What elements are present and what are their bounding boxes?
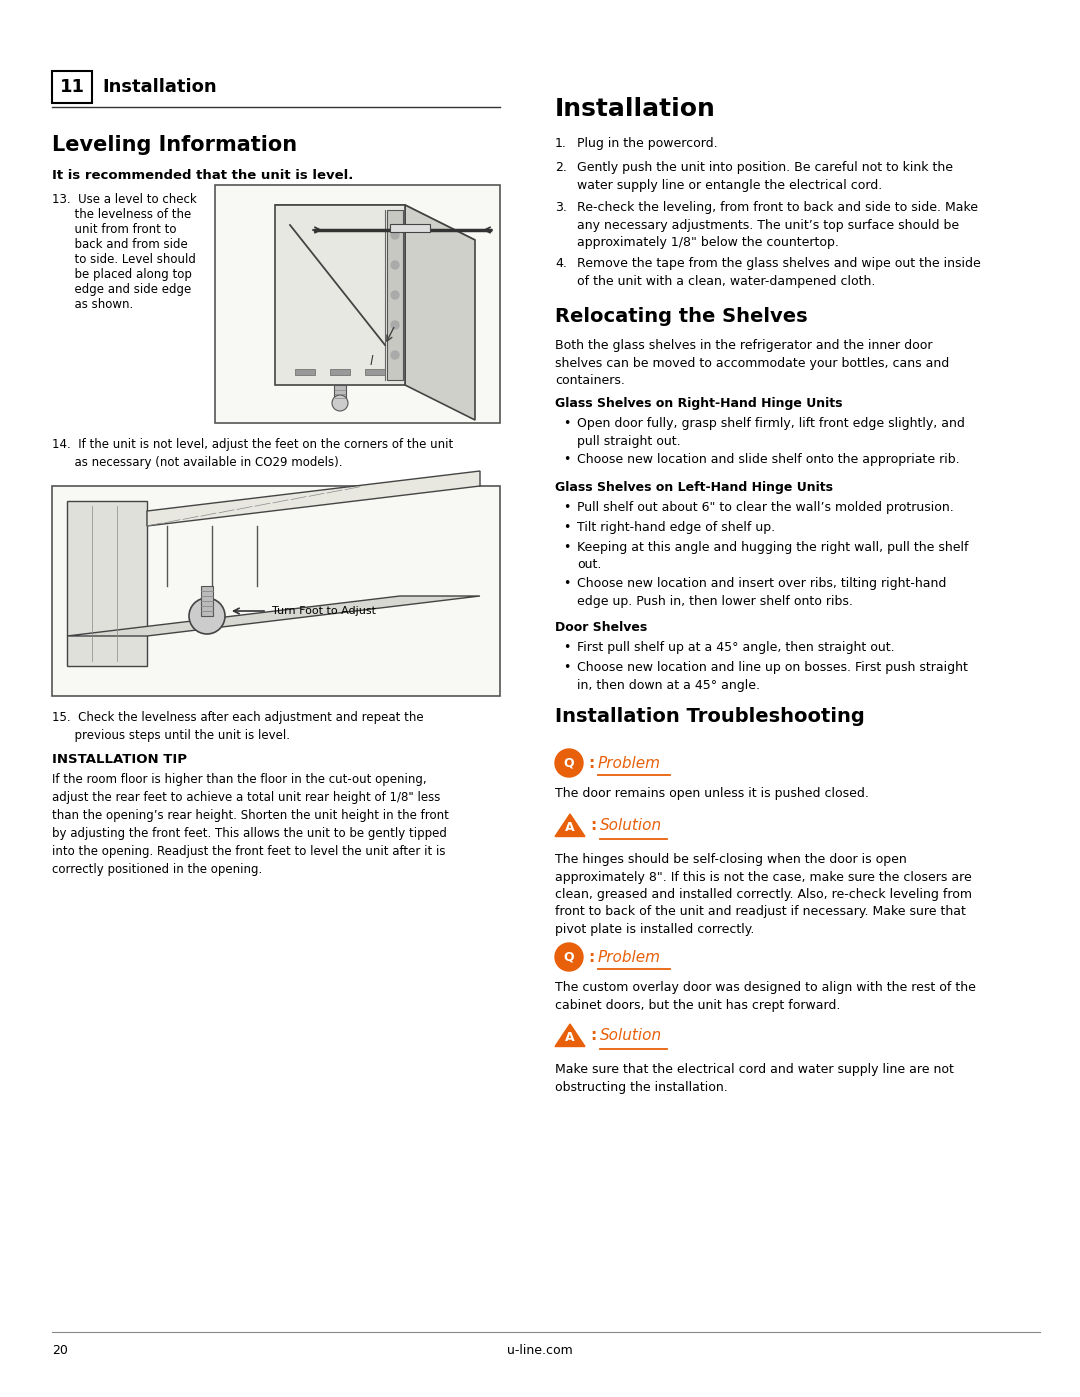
Text: Leveling Information: Leveling Information bbox=[52, 136, 297, 155]
Circle shape bbox=[555, 943, 583, 971]
Text: Keeping at this angle and hugging the right wall, pull the shelf
out.: Keeping at this angle and hugging the ri… bbox=[577, 541, 969, 571]
Text: First pull shelf up at a 45° angle, then straight out.: First pull shelf up at a 45° angle, then… bbox=[577, 641, 894, 654]
Circle shape bbox=[391, 291, 399, 299]
Text: Choose new location and insert over ribs, tilting right-hand
edge up. Push in, t: Choose new location and insert over ribs… bbox=[577, 577, 946, 608]
Text: If the room floor is higher than the floor in the cut-out opening,
adjust the re: If the room floor is higher than the flo… bbox=[52, 773, 449, 876]
Text: 14.  If the unit is not level, adjust the feet on the corners of the unit
      : 14. If the unit is not level, adjust the… bbox=[52, 439, 454, 469]
Bar bbox=[330, 369, 350, 374]
Circle shape bbox=[391, 351, 399, 359]
Text: Relocating the Shelves: Relocating the Shelves bbox=[555, 307, 808, 326]
Text: Glass Shelves on Left-Hand Hinge Units: Glass Shelves on Left-Hand Hinge Units bbox=[555, 481, 833, 495]
Text: Q: Q bbox=[564, 757, 575, 770]
Text: be placed along top: be placed along top bbox=[52, 268, 192, 281]
Polygon shape bbox=[147, 471, 480, 527]
Text: The custom overlay door was designed to align with the rest of the
cabinet doors: The custom overlay door was designed to … bbox=[555, 981, 976, 1011]
Text: Pull shelf out about 6" to clear the wall’s molded protrusion.: Pull shelf out about 6" to clear the wal… bbox=[577, 502, 954, 514]
Text: Solution: Solution bbox=[600, 819, 662, 834]
Bar bbox=[390, 224, 430, 232]
Text: Q: Q bbox=[564, 950, 575, 964]
Text: Installation Troubleshooting: Installation Troubleshooting bbox=[555, 707, 865, 726]
Polygon shape bbox=[405, 205, 475, 420]
Text: unit from front to: unit from front to bbox=[52, 224, 176, 236]
Text: The door remains open unless it is pushed closed.: The door remains open unless it is pushe… bbox=[555, 787, 869, 800]
Text: :: : bbox=[588, 950, 594, 964]
Polygon shape bbox=[275, 205, 475, 240]
Circle shape bbox=[189, 598, 225, 634]
Bar bbox=[201, 585, 213, 616]
Polygon shape bbox=[555, 1024, 585, 1046]
Text: :: : bbox=[588, 756, 594, 771]
Bar bbox=[275, 205, 405, 386]
Text: It is recommended that the unit is level.: It is recommended that the unit is level… bbox=[52, 169, 353, 182]
Bar bbox=[334, 386, 346, 401]
Text: Installation: Installation bbox=[555, 96, 716, 122]
Text: 15.  Check the levelness after each adjustment and repeat the
      previous ste: 15. Check the levelness after each adjus… bbox=[52, 711, 423, 742]
Text: Remove the tape from the glass shelves and wipe out the inside
of the unit with : Remove the tape from the glass shelves a… bbox=[577, 257, 981, 288]
Text: 4.: 4. bbox=[555, 257, 567, 270]
Text: Installation: Installation bbox=[102, 78, 217, 96]
Circle shape bbox=[391, 321, 399, 330]
Text: Make sure that the electrical cord and water supply line are not
obstructing the: Make sure that the electrical cord and w… bbox=[555, 1063, 954, 1094]
Circle shape bbox=[555, 749, 583, 777]
Text: •: • bbox=[563, 453, 570, 467]
Text: Open door fully, grasp shelf firmly, lift front edge slightly, and
pull straight: Open door fully, grasp shelf firmly, lif… bbox=[577, 416, 964, 447]
Text: Turn Foot to Adjust: Turn Foot to Adjust bbox=[272, 606, 376, 616]
Text: Tilt right-hand edge of shelf up.: Tilt right-hand edge of shelf up. bbox=[577, 521, 775, 534]
Text: 20: 20 bbox=[52, 1344, 68, 1356]
Text: edge and side edge: edge and side edge bbox=[52, 284, 191, 296]
Text: •: • bbox=[563, 541, 570, 555]
Text: 3.: 3. bbox=[555, 201, 567, 214]
Text: to side. Level should: to side. Level should bbox=[52, 253, 195, 265]
Text: 11: 11 bbox=[59, 78, 84, 96]
Text: 2.: 2. bbox=[555, 161, 567, 175]
Text: back and from side: back and from side bbox=[52, 237, 188, 251]
Text: •: • bbox=[563, 577, 570, 590]
Text: •: • bbox=[563, 521, 570, 534]
Text: A: A bbox=[565, 1031, 575, 1044]
Text: •: • bbox=[563, 416, 570, 430]
Text: Door Shelves: Door Shelves bbox=[555, 622, 647, 634]
Text: the levelness of the: the levelness of the bbox=[52, 208, 191, 221]
Text: :: : bbox=[590, 1028, 596, 1044]
Circle shape bbox=[391, 231, 399, 239]
Text: Glass Shelves on Right-Hand Hinge Units: Glass Shelves on Right-Hand Hinge Units bbox=[555, 397, 842, 409]
Text: INSTALLATION TIP: INSTALLATION TIP bbox=[52, 753, 187, 766]
Circle shape bbox=[391, 261, 399, 270]
Polygon shape bbox=[555, 814, 585, 837]
Text: u-line.com: u-line.com bbox=[508, 1344, 572, 1356]
Bar bbox=[365, 369, 384, 374]
Text: 13.  Use a level to check: 13. Use a level to check bbox=[52, 193, 197, 205]
Text: •: • bbox=[563, 641, 570, 654]
Text: Plug in the powercord.: Plug in the powercord. bbox=[577, 137, 717, 149]
Bar bbox=[387, 210, 403, 380]
Text: l: l bbox=[370, 355, 374, 367]
Text: Choose new location and slide shelf onto the appropriate rib.: Choose new location and slide shelf onto… bbox=[577, 453, 960, 467]
Text: Gently push the unit into position. Be careful not to kink the
water supply line: Gently push the unit into position. Be c… bbox=[577, 161, 953, 191]
Polygon shape bbox=[67, 597, 480, 636]
Text: •: • bbox=[563, 661, 570, 673]
Bar bbox=[215, 184, 500, 423]
Text: •: • bbox=[563, 502, 570, 514]
Text: 1.: 1. bbox=[555, 137, 567, 149]
Bar bbox=[295, 369, 315, 374]
Text: The hinges should be self-closing when the door is open
approximately 8". If thi: The hinges should be self-closing when t… bbox=[555, 854, 972, 936]
Bar bbox=[67, 502, 147, 666]
Text: Solution: Solution bbox=[600, 1028, 662, 1044]
Text: :: : bbox=[590, 819, 596, 834]
Bar bbox=[52, 71, 92, 103]
Circle shape bbox=[332, 395, 348, 411]
Text: Problem: Problem bbox=[598, 950, 661, 964]
Text: A: A bbox=[565, 821, 575, 834]
Text: Re-check the leveling, from front to back and side to side. Make
any necessary a: Re-check the leveling, from front to bac… bbox=[577, 201, 978, 249]
Text: Choose new location and line up on bosses. First push straight
in, then down at : Choose new location and line up on bosse… bbox=[577, 661, 968, 692]
Text: Both the glass shelves in the refrigerator and the inner door
shelves can be mov: Both the glass shelves in the refrigerat… bbox=[555, 339, 949, 387]
Text: Problem: Problem bbox=[598, 756, 661, 771]
Text: as shown.: as shown. bbox=[52, 298, 133, 312]
Bar bbox=[52, 486, 500, 696]
